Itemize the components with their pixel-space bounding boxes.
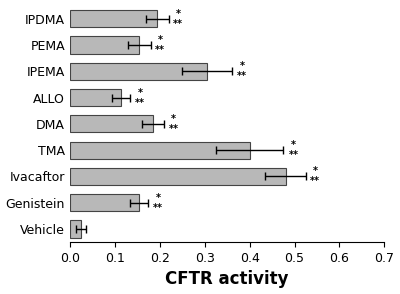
Bar [70,168,286,185]
Text: *
**: * ** [169,114,179,134]
Bar [70,63,207,80]
Bar [70,115,153,132]
Text: *
**: * ** [173,9,183,29]
Text: *
**: * ** [310,166,320,186]
Text: *
**: * ** [155,35,165,55]
Text: *
**: * ** [153,193,163,213]
X-axis label: CFTR activity: CFTR activity [165,270,289,288]
Bar [70,36,140,54]
Text: *
**: * ** [289,140,299,160]
Bar [70,89,122,106]
Text: *
**: * ** [237,61,247,81]
Text: *
**: * ** [135,88,145,108]
Bar [70,194,140,211]
Bar [70,220,81,238]
Bar [70,10,158,27]
Bar [70,142,250,159]
